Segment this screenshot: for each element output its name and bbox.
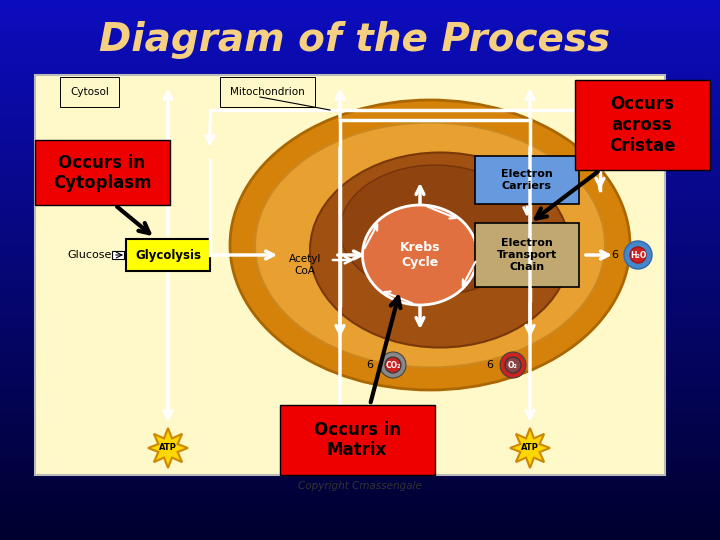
Circle shape <box>385 357 401 373</box>
Text: 6: 6 <box>487 360 493 370</box>
Bar <box>112 251 124 259</box>
FancyBboxPatch shape <box>475 223 579 287</box>
Polygon shape <box>510 428 550 468</box>
Text: 6: 6 <box>366 360 374 370</box>
Circle shape <box>500 352 526 378</box>
Bar <box>35 140 170 205</box>
Circle shape <box>380 352 406 378</box>
Circle shape <box>624 241 652 269</box>
Text: ATP: ATP <box>159 443 177 453</box>
Ellipse shape <box>230 100 630 390</box>
Polygon shape <box>320 428 360 468</box>
Ellipse shape <box>310 152 570 348</box>
Text: Occurs
across
Cristae: Occurs across Cristae <box>608 95 675 155</box>
Text: Copyright Cmassengale: Copyright Cmassengale <box>298 481 422 491</box>
Text: O₂: O₂ <box>508 361 518 369</box>
Text: Electron
Transport
Chain: Electron Transport Chain <box>497 238 557 272</box>
Text: H₂O: H₂O <box>630 251 646 260</box>
Text: Occurs in
Cytoplasm: Occurs in Cytoplasm <box>53 153 151 192</box>
Text: 6: 6 <box>611 250 618 260</box>
Text: ATP: ATP <box>521 443 539 453</box>
Bar <box>35 75 665 475</box>
Text: Cytosol: Cytosol <box>70 87 109 97</box>
FancyBboxPatch shape <box>475 156 579 204</box>
Bar <box>575 80 710 170</box>
Text: Acetyl
CoA: Acetyl CoA <box>289 254 321 276</box>
Polygon shape <box>148 428 188 468</box>
Text: Mitochondrion: Mitochondrion <box>230 87 305 97</box>
Text: Diagram of the Process: Diagram of the Process <box>99 21 611 59</box>
FancyBboxPatch shape <box>126 239 210 271</box>
Text: Occurs in
Matrix: Occurs in Matrix <box>313 421 400 460</box>
Ellipse shape <box>255 123 605 368</box>
Text: Glycolysis: Glycolysis <box>135 248 201 261</box>
Ellipse shape <box>362 205 477 305</box>
Circle shape <box>630 247 646 263</box>
Text: Krebs
Cycle: Krebs Cycle <box>400 241 440 269</box>
Circle shape <box>505 357 521 373</box>
Ellipse shape <box>340 165 530 295</box>
Bar <box>280 405 435 475</box>
Text: Electron
Carriers: Electron Carriers <box>501 169 553 191</box>
Text: CO₂: CO₂ <box>385 361 401 369</box>
Text: ATP: ATP <box>331 443 349 453</box>
Text: Glucose: Glucose <box>68 250 112 260</box>
